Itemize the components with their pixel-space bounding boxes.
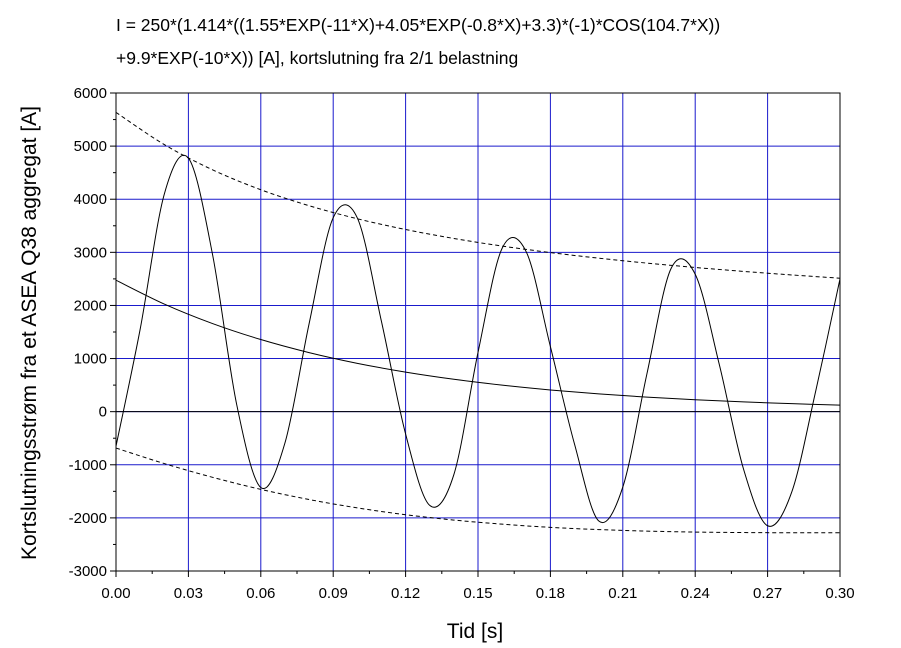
y-tick-label: 1000 (74, 351, 107, 368)
x-tick-label: 0.27 (753, 585, 782, 602)
upper-envelope-line (115, 111, 841, 279)
y-tick-label: 6000 (74, 85, 107, 102)
x-tick-label: 0.03 (174, 585, 203, 602)
chart-title-line-1: I = 250*(1.414*((1.55*EXP(-11*X)+4.05*EX… (116, 15, 720, 35)
y-tick-label: -2000 (69, 510, 107, 527)
current-curve-line (115, 154, 841, 527)
y-tick-label: 3000 (74, 244, 107, 261)
series-layer (115, 111, 841, 534)
x-tick-label: 0.15 (463, 585, 492, 602)
x-axis-label: Tid [s] (447, 620, 503, 643)
y-axis-label: Kortslutningsstrøm fra et ASEA Q38 aggre… (18, 106, 41, 560)
chart-title-line-2: +9.9*EXP(-10*X)) [A], kortslutning fra 2… (116, 48, 518, 68)
x-tick-label: 0.30 (825, 585, 854, 602)
y-tick-label: -1000 (69, 457, 107, 474)
y-tick-label: 2000 (74, 297, 107, 314)
tick-labels: 0.00 0.03 0.06 0.09 0.12 0.15 0.18 0.21 0.24 0.27… (69, 85, 855, 602)
dc-component-line (115, 279, 841, 406)
x-tick-label: 0.00 (101, 585, 130, 602)
x-tick-label: 0.18 (536, 585, 565, 602)
x-tick-label: 0.09 (319, 585, 348, 602)
x-tick-label: 0.24 (681, 585, 710, 602)
y-tick-label: 0 (99, 404, 107, 421)
axis-ticks (110, 92, 841, 577)
x-tick-label: 0.21 (608, 585, 637, 602)
x-tick-label: 0.12 (391, 585, 420, 602)
y-tick-label: -3000 (69, 563, 107, 580)
lower-envelope-line (115, 447, 841, 534)
y-tick-label: 4000 (74, 191, 107, 208)
y-tick-label: 5000 (74, 138, 107, 155)
x-tick-label: 0.06 (246, 585, 275, 602)
